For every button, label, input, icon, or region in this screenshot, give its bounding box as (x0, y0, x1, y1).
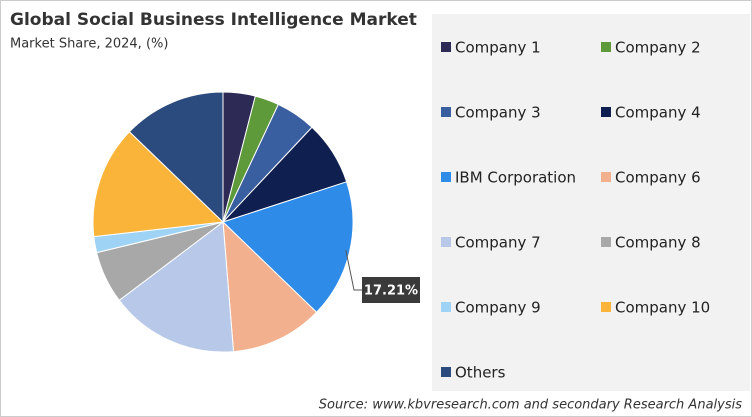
legend-swatch (441, 107, 451, 117)
legend-label: Company 3 (455, 104, 541, 122)
legend-swatch (441, 237, 451, 247)
legend-label: Company 4 (615, 104, 701, 122)
pie-slice (118, 221, 235, 353)
pie-slice (222, 181, 354, 313)
legend-label: Company 1 (455, 39, 541, 57)
legend-label: Others (455, 364, 506, 382)
legend-swatch (601, 172, 611, 182)
legend-swatch (601, 302, 611, 312)
legend-label: Company 9 (455, 299, 541, 317)
leader-line (345, 250, 362, 291)
legend-panel (432, 14, 750, 391)
legend-swatch (441, 172, 451, 182)
legend-label: Company 6 (615, 169, 701, 187)
source: Source: www.kbvresearch.com and secondar… (319, 398, 742, 413)
legend-swatch (601, 237, 611, 247)
value-label: 17.21% (364, 284, 418, 299)
legend-label: Company 2 (615, 39, 701, 57)
chart-title: Global Social Business Intelligence Mark… (10, 10, 417, 30)
pie-slice (222, 220, 318, 353)
legend-label: IBM Corporation (455, 169, 576, 187)
pie-slice (128, 91, 224, 224)
legend-label: Company 10 (615, 299, 710, 317)
legend-label: Company 7 (455, 234, 541, 252)
legend-label: Company 8 (615, 234, 701, 252)
legend-swatch (601, 107, 611, 117)
value-label-box (362, 277, 420, 303)
pie-slice (92, 131, 225, 238)
legend-swatch (441, 367, 451, 377)
legend-swatch (441, 42, 451, 52)
legend-swatch (441, 302, 451, 312)
legend-swatch (601, 42, 611, 52)
chart-subtitle: Market Share, 2024, (%) (10, 37, 168, 52)
